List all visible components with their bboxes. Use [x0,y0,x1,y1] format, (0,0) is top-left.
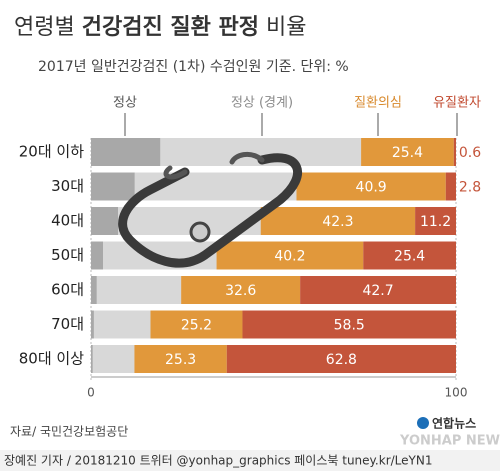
bar-segment [181,276,301,304]
bar-segment [96,276,182,304]
bar-segment [91,276,97,304]
bar-segment [91,241,104,270]
bar-segment [92,345,135,373]
category-label: 60대 [51,281,84,299]
bar-segment [300,276,456,304]
bar-segment [242,310,456,339]
bar-segment [226,345,456,373]
value-label: 0.6 [459,145,481,161]
category-label: 20대 이하 [19,143,84,161]
category-label: 50대 [51,246,84,264]
value-label: 62.8 [326,352,357,368]
category-label: 40대 [51,212,84,230]
footer-bg [0,450,500,471]
value-label: 32.6 [225,283,256,299]
value-label: 42.3 [322,214,353,230]
legend-label: 질환의심 [354,96,402,111]
value-label: 40.2 [274,249,305,265]
value-label: 58.5 [334,318,365,334]
bar-segment [260,207,416,235]
value-label: 42.7 [362,283,393,299]
legend-label: 정상 (경계) [231,96,293,111]
value-label: 25.4 [392,145,423,161]
bar-segment [445,172,456,201]
subtitle: 2017년 일반건강검진 (1차) 수검인원 기준. 단위: % [38,59,349,75]
chart-title: 연령별 건강검진 질환 판정 비율 [14,15,306,40]
bar-segment [91,172,135,201]
bar-segment [93,310,151,339]
value-label: 25.2 [181,318,212,334]
bar-segment [91,310,94,339]
value-label: 40.9 [356,180,387,196]
bar-segment [296,172,446,201]
plot: 0 100 20대 이하 25.4 0.6 30대 40.9 2.8 40대 42.3 11.2 50… [19,96,481,400]
legend-label: 정상 [113,96,137,111]
legend-label: 유질환자 [433,96,481,111]
x-tick-label: 100 [445,386,468,400]
bar-segment [216,241,364,270]
bar-segment [150,310,243,339]
x-tick-label: 0 [87,386,95,400]
logo-icon [417,417,429,429]
bar-segment [91,345,93,373]
bar-segment [134,345,227,373]
bar-segment [91,207,119,235]
category-label: 30대 [51,177,84,195]
bar-segment [361,138,454,166]
title-part: 건강검진 질환 판정 [82,15,259,40]
value-label: 25.4 [394,249,425,265]
bar-segment [363,241,456,270]
value-label: 11.2 [420,214,451,230]
source: 자료/ 국민건강보험공단 [10,425,128,439]
title-part: 비율 [266,15,306,40]
value-label: 25.3 [165,352,196,368]
stethoscope-icon [118,151,302,268]
value-label: 2.8 [459,180,481,196]
category-label: 80대 이상 [19,350,84,368]
footer: 장예진 기자 / 20181210 트위터 @yonhap_graphics 페… [4,454,432,468]
bar-segment [415,207,456,235]
bar-segment [453,138,456,166]
category-label: 70대 [51,315,84,333]
title-part: 연령별 [14,15,75,40]
logo-en: YONHAP NEWS [399,434,500,449]
logo: 연합뉴스 [432,416,476,431]
bar-segment [91,138,161,166]
